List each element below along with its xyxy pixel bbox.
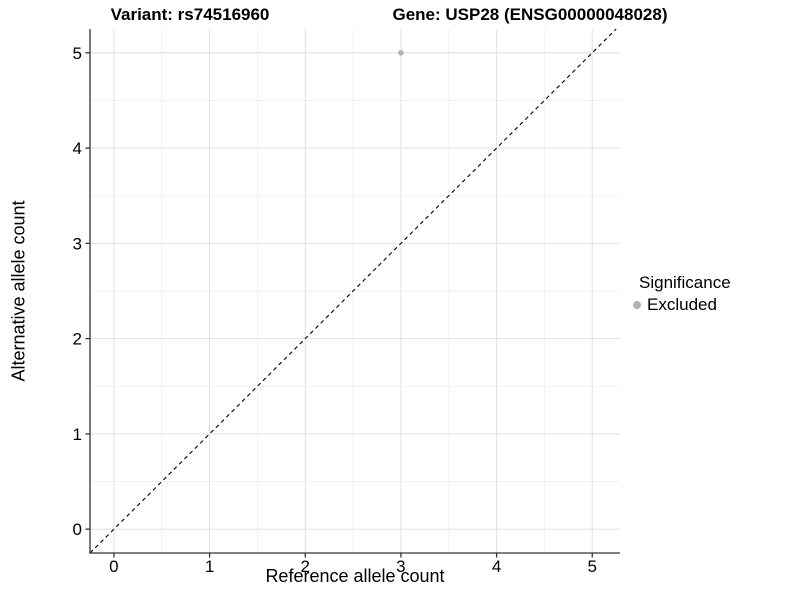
legend-point-swatch xyxy=(633,300,641,309)
legend-item-label: Excluded xyxy=(647,295,717,314)
x-tick-label: 3 xyxy=(396,557,405,576)
y-tick-label: 4 xyxy=(73,139,82,158)
y-tick-label: 5 xyxy=(73,44,82,63)
legend: Significance Excluded xyxy=(633,273,731,314)
x-tick-label: 4 xyxy=(492,557,501,576)
y-tick-label: 2 xyxy=(73,330,82,349)
x-tick-label: 1 xyxy=(205,557,214,576)
y-tick-label: 0 xyxy=(73,520,82,539)
y-tick-label: 3 xyxy=(73,234,82,253)
y-axis-title: Alternative allele count xyxy=(8,200,29,382)
legend-item-excluded: Excluded xyxy=(633,295,731,314)
legend-title: Significance xyxy=(639,273,731,292)
x-tick-label: 0 xyxy=(109,557,118,576)
gene-title: Gene: USP28 (ENSG00000048028) xyxy=(392,5,668,24)
y-tick-label: 1 xyxy=(73,425,82,444)
x-tick-label: 2 xyxy=(301,557,310,576)
data-point-excluded xyxy=(398,50,404,56)
x-axis-title: Reference allele count xyxy=(265,566,445,586)
identity-dashed-line xyxy=(89,28,617,554)
x-tick-label: 5 xyxy=(588,557,597,576)
variant-title: Variant: rs74516960 xyxy=(110,5,270,24)
